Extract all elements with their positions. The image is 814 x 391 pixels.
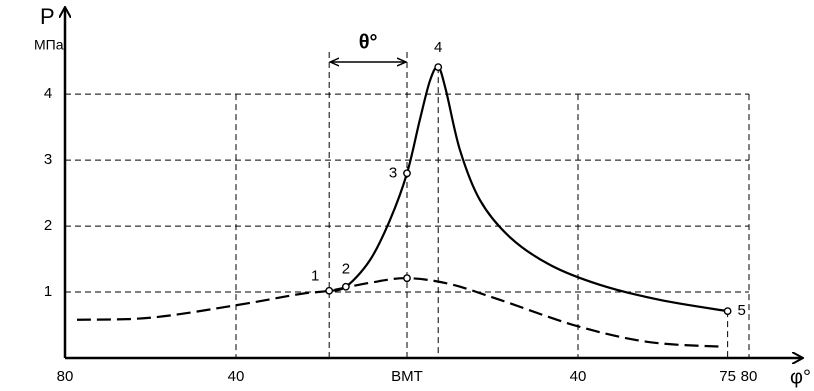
y-tick-label: 2	[44, 217, 52, 234]
y-unit: МПа	[34, 37, 64, 53]
theta-label: θ°	[359, 31, 378, 53]
x-tick-label: 80	[741, 368, 758, 385]
x-tick-label: 80	[57, 368, 74, 385]
point-label: 2	[342, 261, 350, 278]
point-label: 5	[737, 302, 745, 319]
x-label: φ°	[790, 366, 811, 388]
point-label: 1	[311, 268, 319, 285]
y-label: P	[40, 4, 55, 29]
curve	[328, 65, 728, 313]
y-tick-label: 4	[44, 85, 52, 102]
curve	[76, 277, 725, 348]
x-tick-label: 40	[570, 368, 587, 385]
point-marker	[723, 307, 732, 316]
x-tick-label: 40	[228, 368, 245, 385]
point-marker	[403, 169, 411, 178]
point-label: 4	[434, 39, 442, 56]
x-tick-label: 75	[719, 368, 736, 385]
y-tick-label: 3	[44, 151, 52, 168]
point-label: 3	[389, 164, 397, 181]
point-marker	[325, 286, 334, 295]
x-tick-label: ВМТ	[391, 368, 423, 385]
y-tick-label: 1	[44, 283, 52, 300]
point-marker	[403, 274, 411, 283]
point-marker	[341, 282, 350, 291]
point-marker	[434, 63, 443, 72]
